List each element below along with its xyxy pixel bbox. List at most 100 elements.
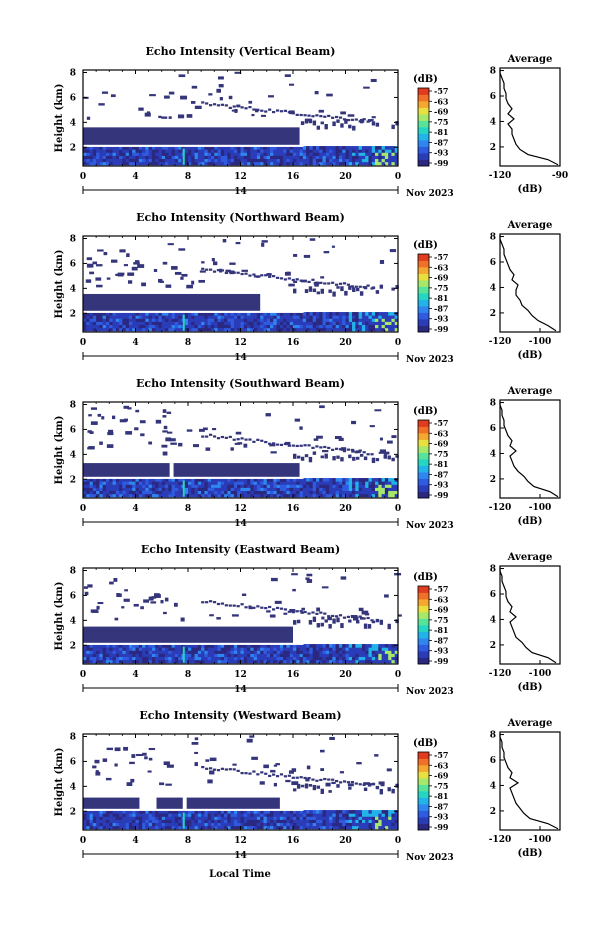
echo-cell [388,478,392,482]
echo-cell [375,813,379,817]
echo-cell [315,155,320,160]
echo-cell [83,327,87,332]
echo-cell [224,822,228,827]
echo-cell [276,487,281,492]
echo-cell [293,653,297,658]
echo-cell [384,484,389,488]
echo-cell [293,825,297,830]
echo-cell [358,659,363,664]
echo-cell [171,493,176,498]
echo-cell [158,644,163,648]
echo-cell [283,653,287,658]
echo-cell [105,312,110,316]
echo-cell [273,764,278,767]
echo-cell [119,647,123,651]
echo-cell [315,779,319,782]
echo-cell [112,321,117,326]
echo-cell [86,650,91,654]
echo-cell [138,161,143,166]
echo-cell [184,152,189,156]
echo-cell [365,810,369,814]
echo-cell [135,409,140,413]
echo-cell [214,484,219,488]
colorbar-swatch [418,612,429,619]
echo-cell [168,656,173,661]
echo-cell [275,443,280,446]
echo-cell [332,161,337,166]
echo-cell [335,447,339,450]
echo-cell [89,324,94,329]
echo-cell [119,318,123,322]
echo-cell [109,161,114,166]
echo-cell [381,659,386,664]
echo-cell [270,825,274,830]
echo-cell [212,601,217,604]
echo-cell [125,644,130,648]
echo-cell [322,819,327,824]
echo-cell [148,822,153,827]
echo-cell [371,312,376,316]
echo-cell [96,481,100,485]
echo-cell [261,242,265,247]
echo-cell [263,647,268,651]
echo-cell [260,819,264,824]
echo-cell [96,315,100,319]
echo-cell [279,810,284,814]
echo-cell [365,493,369,498]
echo-cell [315,822,320,827]
echo-cell [296,327,301,332]
echo-cell [260,656,264,661]
echo-cell [264,274,268,277]
echo-cell [83,586,88,589]
echo-cell [384,487,389,492]
echo-cell [302,324,307,329]
echo-cell [352,324,356,329]
echo-cell [155,656,159,661]
echo-cell [165,816,169,820]
echo-cell [335,487,340,492]
echo-cell [361,493,366,498]
echo-cell [253,315,258,319]
echo-cell [384,155,389,160]
echo-cell [276,152,281,156]
echo-cell [109,581,114,585]
echo-cell [381,327,386,332]
echo-cell [332,816,337,820]
echo-cell [220,321,225,326]
echo-cell [89,481,94,485]
echo-cell [178,155,182,160]
echo-cell [191,810,196,814]
echo-cell [161,650,166,654]
echo-cell [168,659,173,664]
echo-cell [174,810,179,814]
colorbar-tick-label: -57 [434,750,448,760]
echo-cell [161,318,166,322]
echo-cell [109,644,114,648]
echo-cell [209,268,213,271]
echo-cell [194,647,199,651]
echo-cell [197,819,202,824]
echo-cell [295,444,299,448]
echo-cell [247,490,251,495]
echo-cell [135,321,140,326]
echo-cell [342,312,346,316]
x-tick-label: 12 [234,338,247,348]
echo-cell [256,155,261,160]
echo-cell [112,327,117,332]
echo-cell [322,647,327,651]
echo-cell [394,816,399,820]
echo-cell [293,288,297,294]
echo-cell [125,484,130,488]
echo-cell [315,315,320,319]
echo-cell [383,454,387,459]
echo-cell [90,421,98,425]
echo-cell [268,275,272,278]
echo-cell [365,647,369,651]
echo-cell [188,644,192,648]
echo-cell [191,825,196,830]
echo-cell [304,454,309,458]
echo-cell [348,644,353,648]
colorbar-tick-label: -81 [434,293,448,303]
echo-cell [345,650,350,654]
echo-cell [186,429,193,432]
